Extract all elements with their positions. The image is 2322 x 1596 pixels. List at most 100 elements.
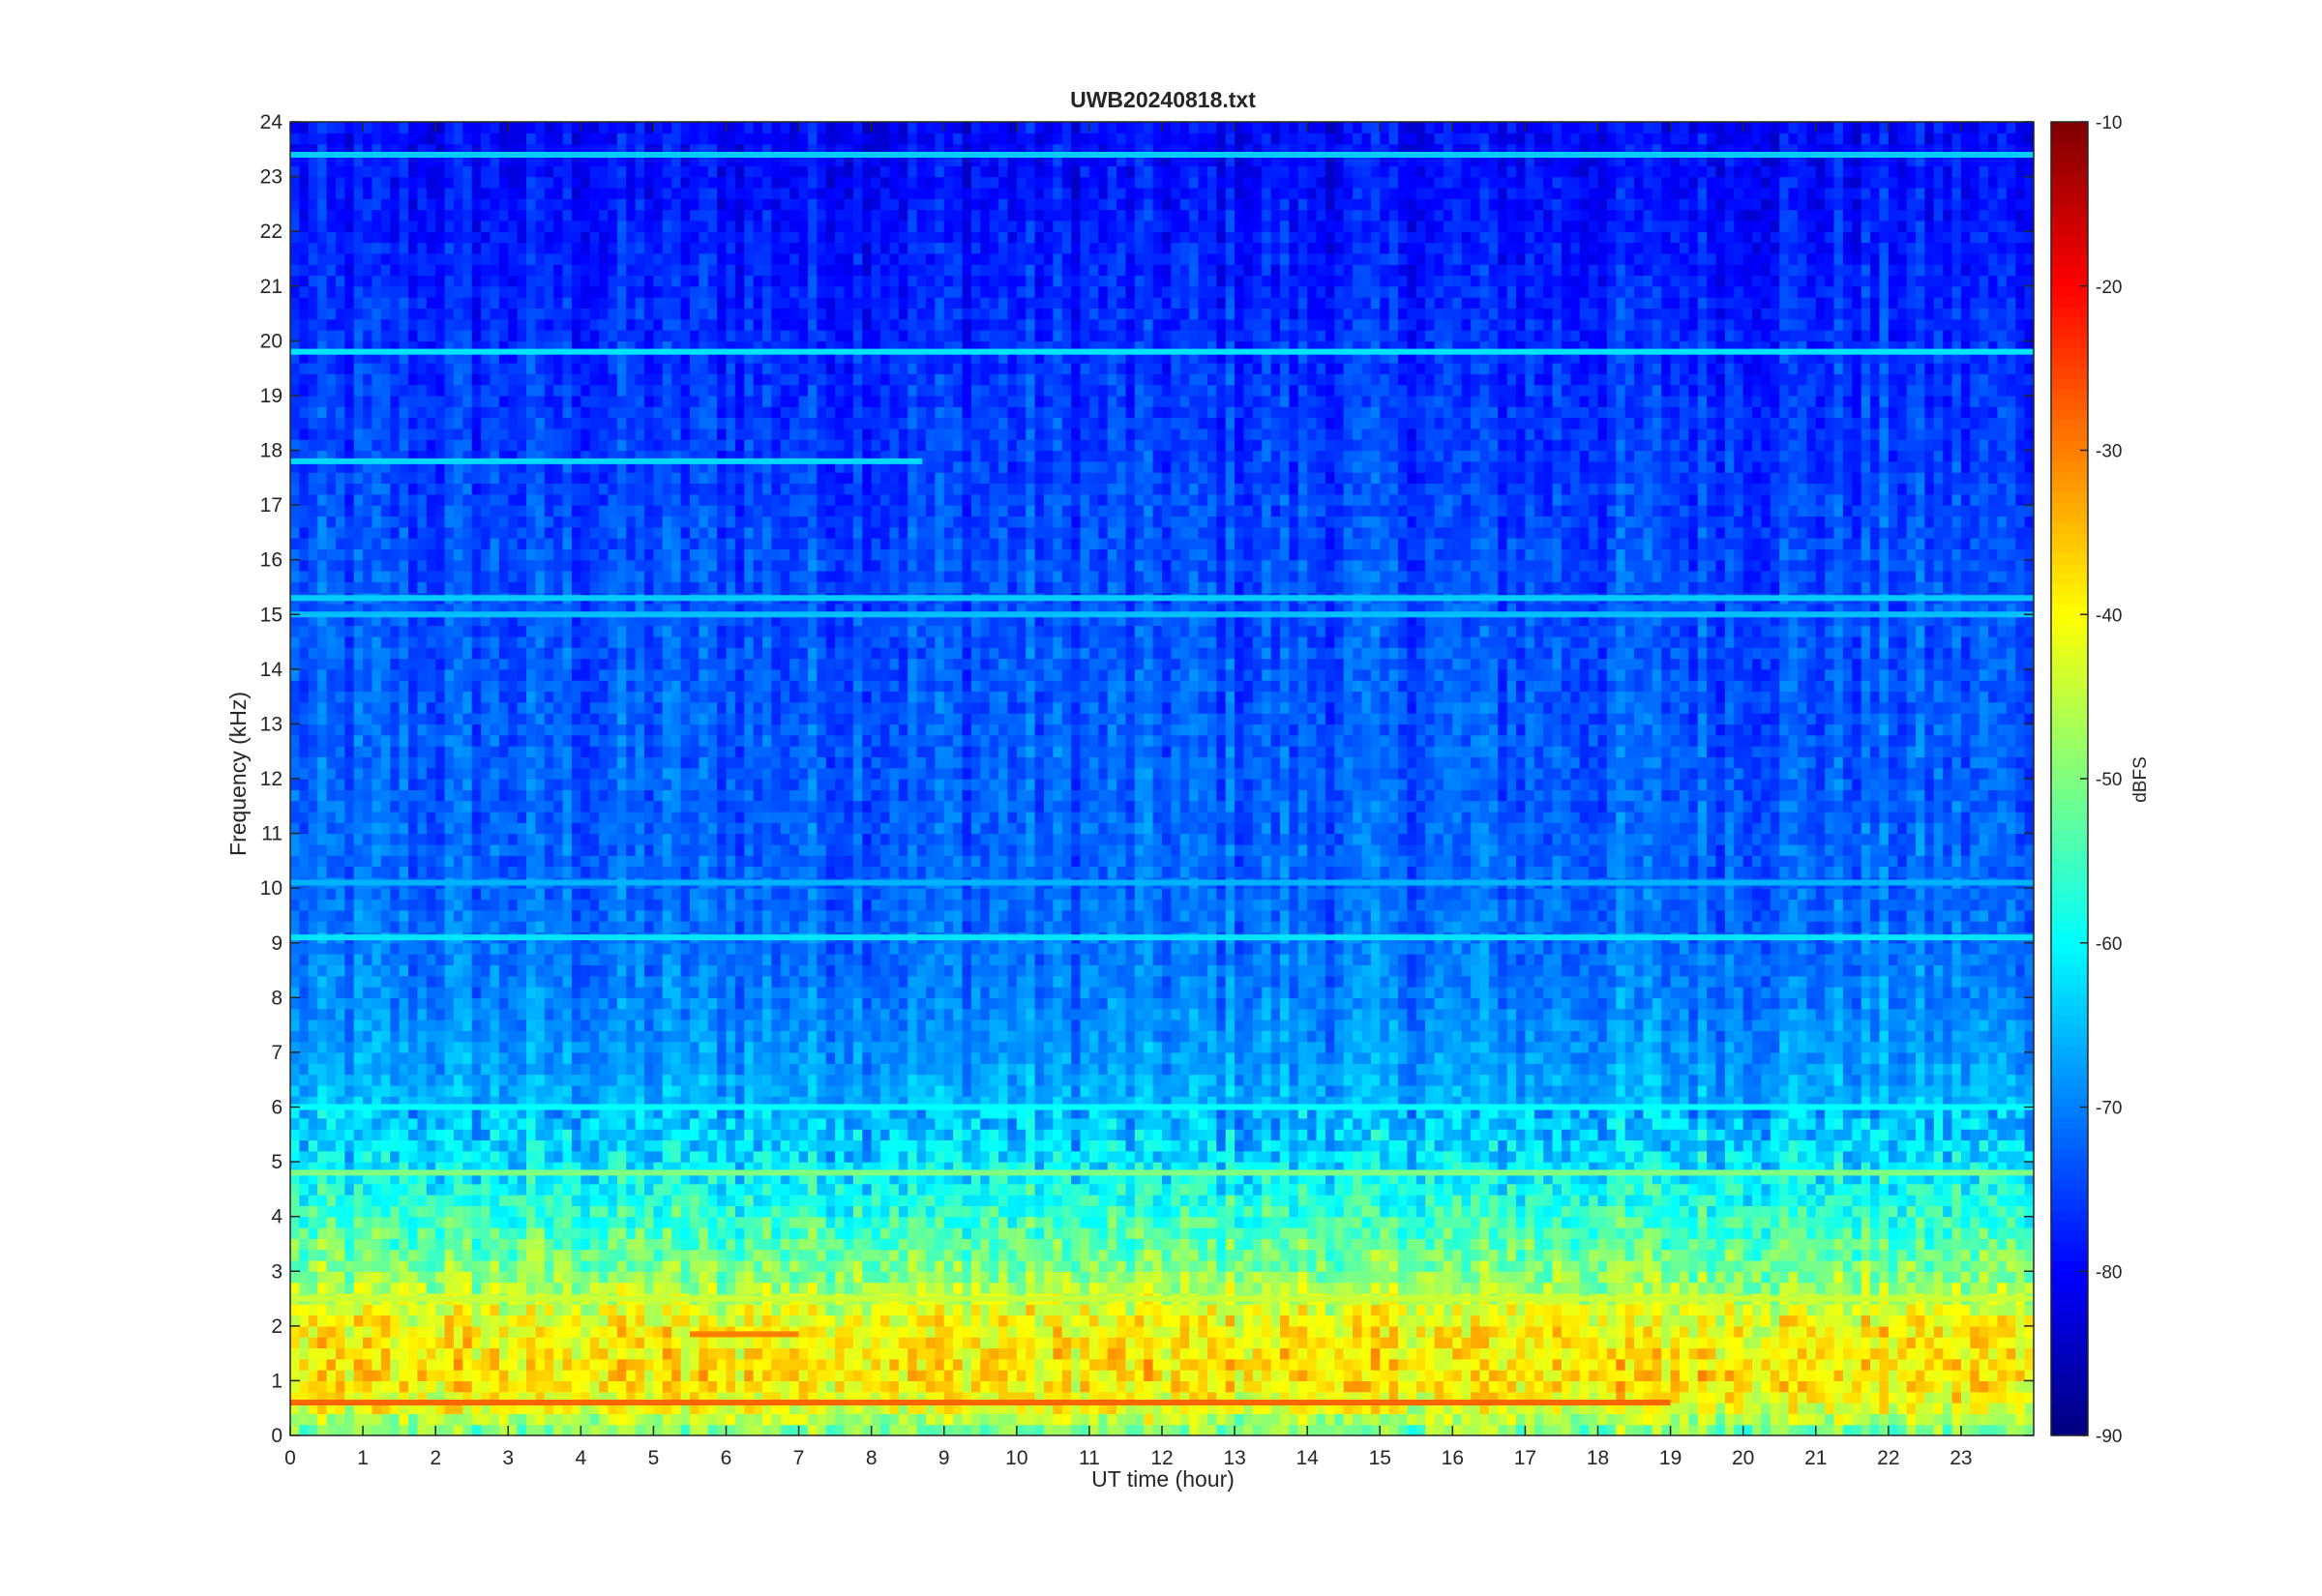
heatmap-cell — [635, 1172, 645, 1185]
heatmap-cell — [970, 1358, 981, 1371]
heatmap-cell — [1861, 1249, 1871, 1261]
heatmap-cell — [1370, 1304, 1381, 1316]
heatmap-cell — [1570, 1315, 1581, 1327]
heatmap-cell — [299, 1238, 310, 1251]
heatmap-cell — [1144, 1249, 1154, 1261]
heatmap-cell — [1353, 1238, 1363, 1251]
heatmap-cell — [1252, 1238, 1263, 1251]
heatmap-cell — [426, 1162, 436, 1173]
heatmap-cell — [1080, 1424, 1090, 1436]
heatmap-cell — [1334, 1315, 1345, 1327]
heatmap-cell — [898, 1424, 908, 1436]
heatmap-cell — [1734, 1183, 1744, 1196]
heatmap-cell — [844, 1249, 854, 1261]
heatmap-cell — [807, 1403, 818, 1414]
heatmap-cell — [1779, 1403, 1790, 1414]
heatmap-cell — [1570, 1227, 1581, 1239]
heatmap-cell — [1833, 1183, 1844, 1196]
heatmap-cell — [1933, 1337, 1944, 1349]
heatmap-cell — [1189, 1216, 1200, 1228]
heatmap-cell — [699, 1304, 709, 1316]
heatmap-cell — [1189, 1183, 1200, 1196]
heatmap-cell — [1162, 1249, 1172, 1261]
heatmap-cell — [544, 1259, 554, 1272]
heatmap-cell — [317, 1150, 328, 1163]
heatmap-cell — [1870, 1162, 1881, 1173]
heatmap-cell — [417, 1347, 428, 1360]
heatmap-cell — [317, 1337, 328, 1349]
heatmap-cell — [1043, 1183, 1054, 1196]
heatmap-cell — [1361, 1238, 1372, 1251]
heatmap-cell — [1888, 1271, 1898, 1284]
heatmap-cell — [898, 1347, 908, 1360]
heatmap-cell — [1107, 1162, 1117, 1173]
heatmap-cell — [1225, 1172, 1235, 1185]
heatmap-cell — [1179, 1358, 1190, 1371]
heatmap-cell — [1852, 1424, 1862, 1436]
heatmap-cell — [1262, 1172, 1272, 1185]
heatmap-cell — [989, 1424, 999, 1436]
heatmap-cell — [1252, 1282, 1263, 1294]
heatmap-cell — [435, 1249, 446, 1261]
heatmap-cell — [1434, 1282, 1444, 1294]
heatmap-cell — [1734, 1162, 1744, 1173]
heatmap-cell — [616, 1216, 627, 1228]
heatmap-cell — [1570, 1391, 1581, 1404]
heatmap-cell — [1144, 1370, 1154, 1382]
heatmap-cell — [562, 1358, 573, 1371]
heatmap-cell — [662, 1238, 672, 1251]
heatmap-cell — [1179, 1325, 1190, 1338]
heatmap-cell — [471, 1315, 482, 1327]
heatmap-cell — [1624, 1347, 1635, 1360]
heatmap-cell — [508, 1391, 519, 1404]
heatmap-cell — [953, 1413, 964, 1426]
heatmap-cell — [1034, 1391, 1045, 1404]
heatmap-cell — [1951, 1315, 1962, 1327]
heatmap-cell — [1144, 1424, 1154, 1436]
heatmap-cell — [908, 1216, 918, 1228]
heatmap-cell — [1533, 1195, 1544, 1206]
heatmap-cell — [1334, 1337, 1345, 1349]
heatmap-cell — [1198, 1150, 1208, 1163]
heatmap-cell — [970, 1325, 981, 1338]
heatmap-cell — [1071, 1162, 1082, 1173]
heatmap-cell — [453, 1370, 463, 1382]
heatmap-cell — [1026, 1195, 1036, 1206]
heatmap-cell — [353, 1162, 364, 1173]
heatmap-cell — [1498, 1150, 1508, 1163]
heatmap-cell — [1370, 1403, 1381, 1414]
heatmap-cell — [1597, 1150, 1608, 1163]
heatmap-cell — [1670, 1162, 1681, 1173]
heatmap-cell — [1252, 1325, 1263, 1338]
heatmap-cell — [1979, 1370, 1989, 1382]
heatmap-cell — [1107, 1183, 1117, 1196]
heatmap-cell — [1479, 1238, 1490, 1251]
heatmap-cell — [1761, 1304, 1771, 1316]
heatmap-cell — [1198, 1370, 1208, 1382]
heatmap-cell — [553, 1216, 564, 1228]
heatmap-cell — [653, 1162, 664, 1173]
heatmap-cell — [644, 1391, 655, 1404]
heatmap-cell — [1370, 1162, 1381, 1173]
heatmap-cell — [734, 1413, 745, 1426]
heatmap-cell — [580, 1304, 591, 1316]
heatmap-cell — [935, 1271, 945, 1284]
heatmap-cell — [1116, 1259, 1127, 1272]
heatmap-cell — [1742, 1403, 1753, 1414]
heatmap-cell — [1797, 1150, 1807, 1163]
heatmap-cell — [844, 1337, 854, 1349]
heatmap-cell — [1179, 1227, 1190, 1239]
heatmap-cell — [508, 1227, 519, 1239]
heatmap-cell — [1007, 1259, 1018, 1272]
heatmap-cell — [1425, 1216, 1436, 1228]
heatmap-cell — [1770, 1315, 1780, 1327]
heatmap-cell — [526, 1172, 537, 1185]
heatmap-cell — [380, 1315, 391, 1327]
heatmap-cell — [1189, 1172, 1200, 1185]
heatmap-cell — [1806, 1205, 1817, 1218]
heatmap-cell — [1443, 1370, 1453, 1382]
heatmap-cell — [1742, 1249, 1753, 1261]
heatmap-cell — [1852, 1259, 1862, 1272]
heatmap-cell — [1742, 1370, 1753, 1382]
heatmap-cell — [916, 1183, 927, 1196]
